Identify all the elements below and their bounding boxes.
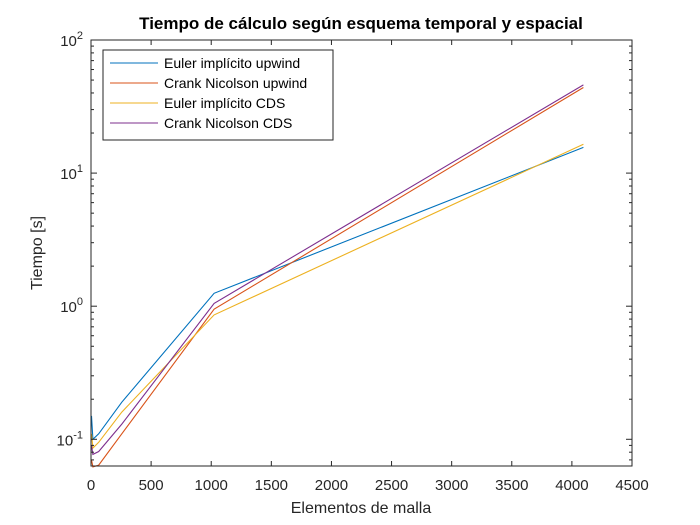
series-layer	[90, 84, 584, 468]
axes-box	[90, 39, 633, 467]
legend-label-1: Crank Nicolson upwind	[164, 75, 307, 91]
legend-label-3: Crank Nicolson CDS	[164, 115, 292, 131]
x-tick-label-7: 3500	[495, 477, 528, 494]
x-tick-label-0: 0	[87, 477, 95, 494]
x-tick-label-3: 1500	[255, 477, 288, 494]
x-tick-label-8: 4000	[555, 477, 588, 494]
y-tick-label-2: 101	[60, 163, 83, 183]
x-tick-label-6: 3000	[435, 477, 468, 494]
x-tick-label-4: 2000	[315, 477, 348, 494]
y-axis-ticks: 10-1 100 101 102	[57, 30, 632, 461]
x-axis-ticks: 0 500 1000 1500 2000 2500 3000 3500 4000 4500	[87, 40, 649, 494]
x-tick-label-2: 1000	[195, 477, 228, 494]
x-tick-label-5: 2500	[375, 477, 408, 494]
x-axis-label: Elementos de malla	[291, 500, 432, 517]
x-tick-label-1: 500	[139, 477, 164, 494]
chart-title: Tiempo de cálculo según esquema temporal…	[139, 14, 583, 33]
x-tick-label-9: 4500	[615, 477, 648, 494]
y-tick-label-3: 102	[60, 30, 83, 50]
series-line-0	[90, 146, 584, 441]
y-tick-label-0: 10-1	[57, 429, 83, 449]
legend-box	[102, 49, 334, 141]
y-tick-label-1: 100	[60, 296, 83, 316]
series-line-3	[90, 84, 584, 456]
y-axis-label: Tiempo [s]	[29, 216, 46, 290]
legend-label-0: Euler implícito upwind	[164, 55, 300, 71]
legend-label-2: Euler implícito CDS	[164, 95, 285, 111]
legend: Euler implícito upwind Crank Nicolson upw…	[102, 49, 334, 141]
